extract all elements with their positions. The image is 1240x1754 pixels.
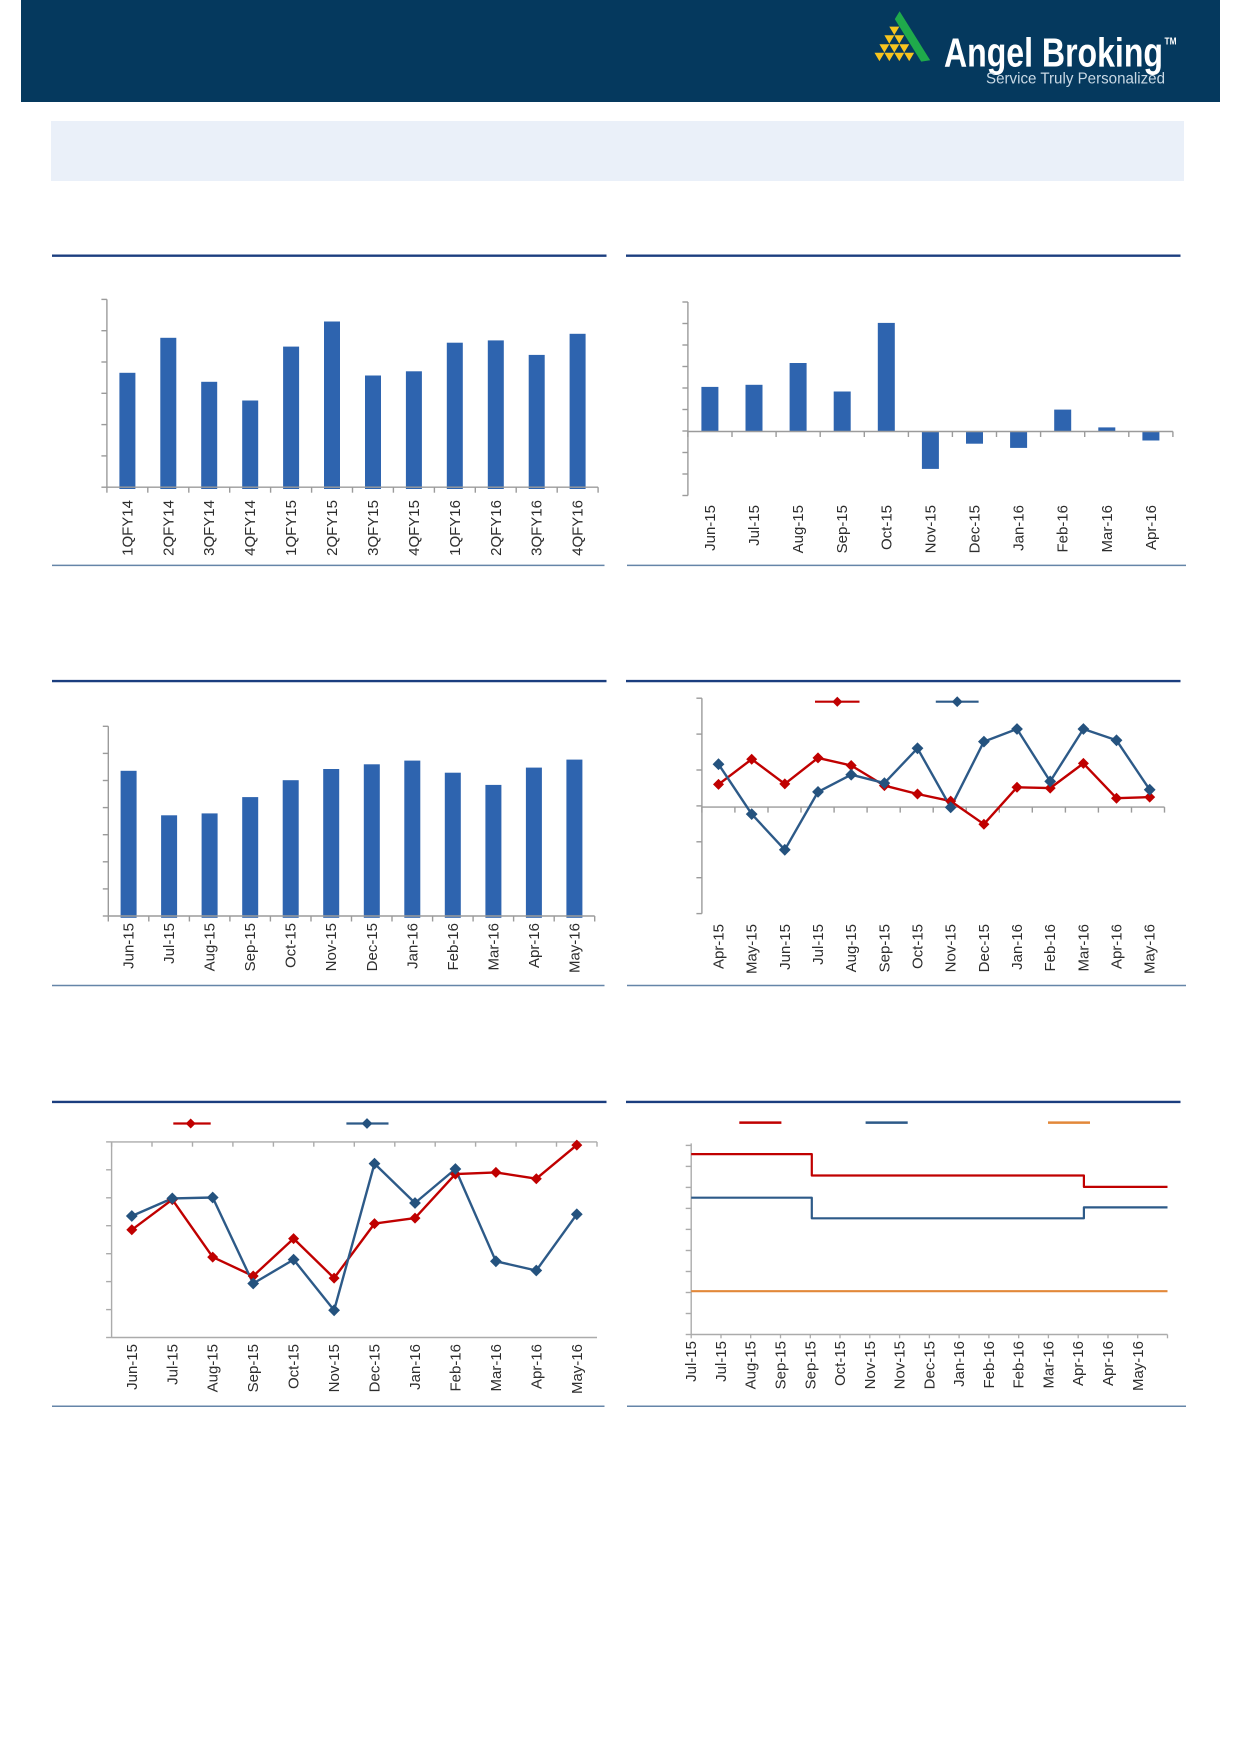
svg-text:Nov-15: Nov-15 [892, 1341, 909, 1389]
svg-text:Jan-16: Jan-16 [1009, 924, 1026, 970]
svg-text:Nov-15: Nov-15 [943, 924, 960, 972]
svg-text:Feb-16: Feb-16 [447, 1344, 464, 1392]
svg-text:Sep-15: Sep-15 [773, 1341, 790, 1389]
svg-text:2QFY15: 2QFY15 [324, 500, 341, 556]
svg-text:May-16: May-16 [1130, 1341, 1147, 1391]
svg-text:Jan-16: Jan-16 [404, 923, 421, 969]
svg-text:Jun-15: Jun-15 [124, 1344, 141, 1390]
svg-text:Jul-15: Jul-15 [161, 923, 178, 964]
svg-text:3QFY16: 3QFY16 [529, 500, 546, 556]
svg-text:1QFY14: 1QFY14 [119, 500, 136, 556]
svg-text:Dec-15: Dec-15 [367, 1344, 384, 1392]
svg-text:Dec-15: Dec-15 [967, 505, 984, 553]
svg-text:Oct-15: Oct-15 [286, 1344, 303, 1389]
svg-text:3QFY15: 3QFY15 [365, 500, 382, 556]
svg-text:Dec-15: Dec-15 [364, 923, 381, 971]
svg-text:Jun-15: Jun-15 [777, 924, 794, 970]
svg-text:Mar-16: Mar-16 [488, 1344, 505, 1392]
svg-text:Jul-15: Jul-15 [746, 505, 763, 546]
svg-text:Sep-15: Sep-15 [834, 505, 851, 553]
svg-text:Sep-15: Sep-15 [245, 1344, 262, 1392]
svg-text:Jul-15: Jul-15 [713, 1341, 730, 1382]
svg-text:4QFY15: 4QFY15 [406, 500, 423, 556]
svg-text:Jan-16: Jan-16 [407, 1344, 424, 1390]
svg-text:Aug-15: Aug-15 [202, 923, 219, 971]
svg-text:2QFY16: 2QFY16 [488, 500, 505, 556]
svg-text:Apr-16: Apr-16 [1070, 1341, 1087, 1386]
svg-text:Jul-15: Jul-15 [810, 924, 827, 965]
svg-text:Apr-16: Apr-16 [528, 1344, 545, 1389]
svg-text:Apr-15: Apr-15 [711, 924, 728, 969]
svg-text:Sep-15: Sep-15 [802, 1341, 819, 1389]
svg-text:Feb-16: Feb-16 [1042, 924, 1059, 972]
svg-text:May-15: May-15 [744, 924, 761, 974]
svg-text:Mar-16: Mar-16 [485, 923, 502, 971]
svg-text:Jul-15: Jul-15 [683, 1341, 700, 1382]
svg-text:Mar-16: Mar-16 [1075, 924, 1092, 972]
svg-text:Apr-16: Apr-16 [1109, 924, 1126, 969]
svg-text:Aug-15: Aug-15 [205, 1344, 222, 1392]
svg-text:Nov-15: Nov-15 [326, 1344, 343, 1392]
svg-text:Oct-15: Oct-15 [283, 923, 300, 968]
svg-text:Angel Broking: Angel Broking [944, 29, 1163, 75]
svg-text:Mar-16: Mar-16 [1099, 505, 1116, 553]
svg-text:Dec-15: Dec-15 [921, 1341, 938, 1389]
svg-text:Jun-15: Jun-15 [121, 923, 138, 969]
svg-text:Feb-16: Feb-16 [1011, 1341, 1028, 1389]
svg-text:2QFY14: 2QFY14 [160, 500, 177, 556]
svg-text:Mar-16: Mar-16 [1040, 1341, 1057, 1389]
svg-text:Apr-16: Apr-16 [526, 923, 543, 968]
svg-text:Sep-15: Sep-15 [876, 924, 893, 972]
svg-text:Nov-15: Nov-15 [862, 1341, 879, 1389]
svg-text:May-16: May-16 [1142, 924, 1159, 974]
svg-text:Feb-16: Feb-16 [445, 923, 462, 971]
svg-text:Service Truly Personalized: Service Truly Personalized [986, 71, 1165, 88]
svg-text:May-16: May-16 [569, 1344, 586, 1394]
svg-text:Jan-16: Jan-16 [1011, 505, 1028, 551]
svg-text:1QFY16: 1QFY16 [447, 500, 464, 556]
svg-text:Dec-15: Dec-15 [976, 924, 993, 972]
svg-text:Apr-16: Apr-16 [1143, 505, 1160, 550]
svg-text:Aug-15: Aug-15 [743, 1341, 760, 1389]
svg-text:4QFY14: 4QFY14 [242, 500, 259, 556]
svg-text:Jan-16: Jan-16 [951, 1341, 968, 1387]
svg-text:May-16: May-16 [566, 923, 583, 973]
svg-text:Feb-16: Feb-16 [981, 1341, 998, 1389]
svg-text:Aug-15: Aug-15 [843, 924, 860, 972]
svg-text:Oct-15: Oct-15 [878, 505, 895, 550]
svg-text:Nov-15: Nov-15 [323, 923, 340, 971]
svg-text:Feb-16: Feb-16 [1055, 505, 1072, 553]
svg-text:Nov-15: Nov-15 [922, 505, 939, 553]
svg-text:Jun-15: Jun-15 [702, 505, 719, 551]
svg-text:Sep-15: Sep-15 [242, 923, 259, 971]
svg-text:Jul-15: Jul-15 [164, 1344, 181, 1385]
svg-text:Apr-16: Apr-16 [1100, 1341, 1117, 1386]
svg-text:Oct-15: Oct-15 [832, 1341, 849, 1386]
svg-text:Aug-15: Aug-15 [790, 505, 807, 553]
svg-text:1QFY15: 1QFY15 [283, 500, 300, 556]
svg-text:Oct-15: Oct-15 [910, 924, 927, 969]
svg-text:TM: TM [1165, 37, 1177, 48]
svg-text:4QFY16: 4QFY16 [570, 500, 587, 556]
svg-text:3QFY14: 3QFY14 [201, 500, 218, 556]
